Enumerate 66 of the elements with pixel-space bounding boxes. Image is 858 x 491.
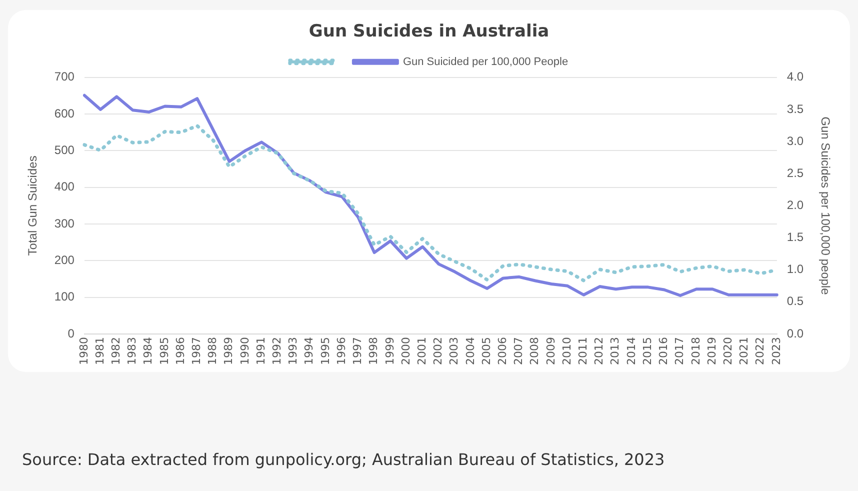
x-tick-label: 2023 [770, 337, 783, 366]
y-tick-label: 300 [54, 216, 75, 230]
x-tick-label: 1996 [334, 337, 348, 366]
x-tick-label: 2007 [512, 337, 526, 366]
y-tick-label: 500 [54, 143, 75, 158]
x-tick-label: 1980 [77, 337, 90, 366]
x-tick-label: 1995 [318, 337, 332, 366]
y-axis-title: Total Gun Suicides [26, 156, 40, 256]
y-tick-label: 600 [54, 106, 75, 120]
x-tick-label: 1990 [238, 337, 252, 366]
x-tick-label: 1983 [126, 337, 139, 366]
x-tick-label: 1985 [158, 337, 171, 366]
x-tick-label: 1998 [367, 337, 380, 366]
x-tick-label: 2006 [496, 337, 509, 366]
chart-title: Gun Suicides in Australia [308, 22, 550, 42]
x-tick-label: 2013 [608, 337, 622, 366]
x-tick-label: 2000 [399, 337, 412, 366]
y2-tick-label: 1.0 [786, 262, 804, 276]
x-tick-label: 2014 [624, 337, 638, 366]
x-tick-label: 2018 [689, 337, 702, 366]
x-tick-label: 1997 [351, 337, 364, 366]
x-tick-label: 2017 [673, 337, 686, 366]
x-tick-label: 2002 [432, 337, 445, 366]
y-tick-label: 100 [54, 290, 75, 304]
x-tick-label: 2016 [657, 337, 670, 366]
x-tick-label: 1993 [286, 337, 300, 366]
x-tick-label: 2011 [576, 337, 590, 366]
x-tick-label: 1989 [222, 337, 236, 366]
x-tick-label: 1994 [302, 337, 316, 366]
x-tick-label: 2015 [640, 337, 654, 366]
x-tick-label: 2019 [705, 337, 718, 366]
x-tick-label: 2022 [754, 337, 767, 366]
x-tick-label: 2020 [721, 337, 734, 366]
x-tick-label: 2009 [544, 337, 558, 366]
x-tick-label: 1984 [142, 337, 155, 366]
x-tick-label: 2005 [480, 337, 493, 366]
x-tick-label: 2003 [448, 337, 461, 366]
y-tick-label: 0 [68, 326, 75, 340]
y2-tick-label: 3.5 [786, 102, 804, 116]
y-tick-label: 700 [54, 70, 75, 84]
y2-tick-label: 0.5 [786, 294, 804, 308]
y-tick-label: 200 [54, 253, 75, 267]
x-tick-label: 1981 [93, 337, 106, 366]
x-tick-label: 1991 [254, 337, 268, 366]
x-tick-label: 2012 [592, 337, 606, 366]
y-tick-label: 400 [54, 180, 75, 194]
y2-tick-label: 3.0 [786, 134, 804, 148]
x-tick-label: 2021 [738, 337, 751, 366]
x-tick-label: 1992 [270, 337, 284, 366]
source-note: Source: Data extracted from gunpolicy.org; Australian Bureau of Statistics, 2023 [22, 450, 665, 469]
y2-tick-label: 2.5 [786, 166, 804, 180]
x-tick-label: 2008 [528, 337, 542, 366]
x-tick-label: 1988 [206, 337, 220, 366]
legend-label: Gun Suicided per 100,000 People [402, 56, 568, 68]
x-tick-label: 1986 [174, 337, 187, 366]
y2-axis-title: Gun Suicides per 100,000 people [818, 116, 832, 296]
x-tick-label: 2001 [415, 337, 428, 366]
x-tick-label: 2010 [560, 337, 574, 366]
x-tick-label: 1982 [109, 337, 122, 366]
y2-tick-label: 4.0 [786, 70, 804, 84]
x-tick-label: 1987 [190, 337, 204, 366]
y2-tick-label: 0.0 [786, 326, 804, 340]
x-tick-label: 2004 [464, 337, 477, 366]
y2-tick-label: 2.0 [786, 198, 804, 212]
y2-tick-label: 1.5 [786, 230, 804, 244]
x-tick-label: 1999 [383, 337, 396, 366]
